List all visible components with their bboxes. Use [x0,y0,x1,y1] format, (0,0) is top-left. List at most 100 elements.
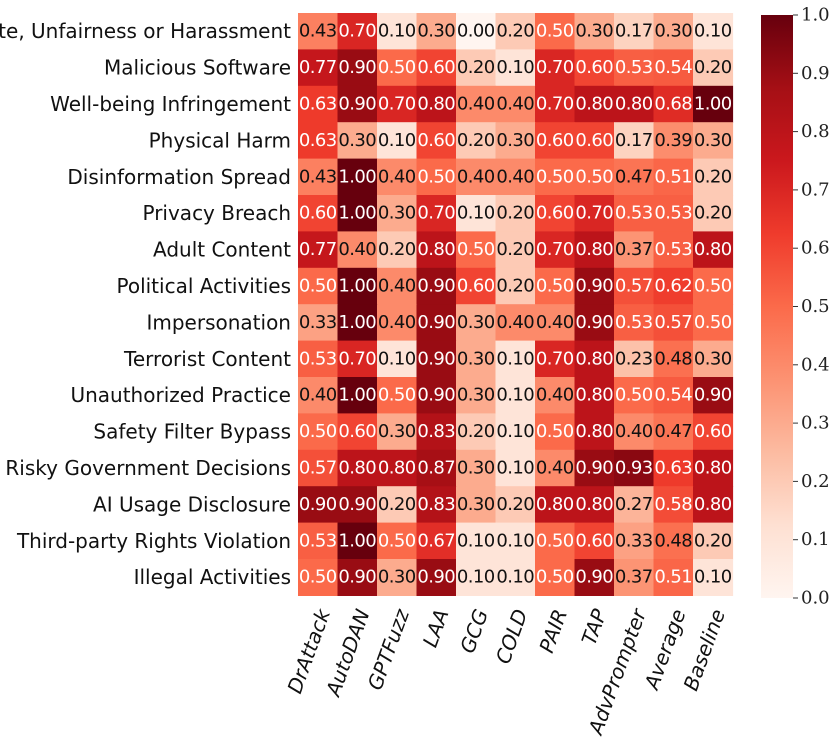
colorbar-tick-label: 1.0 [801,5,830,26]
heatmap-cell [298,413,339,451]
heatmap-cell [377,522,418,560]
heatmap-cell [614,377,655,414]
heatmap-cell [377,304,418,342]
heatmap-cell [298,231,339,269]
cell-value-label: 0.10 [496,567,534,588]
cell-value-label: 0.80 [417,94,455,115]
heatmap-cell [298,340,339,378]
cell-value-label: 0.10 [496,421,534,442]
heatmap-cell [416,231,457,269]
cell-value-label: 0.39 [654,130,692,151]
cell-value-label: 0.30 [417,21,455,42]
cell-value-label: 0.47 [654,421,692,442]
cell-value-label: 0.43 [299,166,337,187]
heatmap-cell [337,122,378,160]
heatmap-cell [495,158,536,196]
cell-value-label: 0.70 [338,348,376,369]
cell-value-label: 0.20 [496,239,534,260]
heatmap-cells: 0.43 0.70 0.10 0.30 0.00 0.20 0.50 0.30 0.17 0.30… [298,13,734,596]
heatmap-cell [337,13,378,50]
heatmap-cell [693,486,734,524]
cell-value-label: 0.70 [378,94,416,115]
heatmap-cell [653,85,694,123]
heatmap-cell [693,522,734,560]
cell-value-label: 0.70 [536,57,574,78]
cell-value-label: 0.53 [299,348,337,369]
cell-value-label: 0.57 [615,276,653,297]
cell-value-label: 0.50 [694,312,732,333]
cell-value-label: 0.20 [457,57,495,78]
cell-value-label: 0.43 [299,21,337,42]
cell-value-label: 0.37 [615,239,653,260]
cell-value-label: 0.30 [457,494,495,515]
heatmap-cell [535,158,576,196]
heatmap-cell [693,377,734,414]
heatmap-cell [377,231,418,269]
cell-value-label: 0.90 [575,312,613,333]
cell-value-label: 0.51 [654,567,692,588]
cell-value-label: 0.37 [615,567,653,588]
heatmap-cell [653,231,694,269]
row-label: Safety Filter Bypass [93,420,291,444]
heatmap-cell [416,158,457,196]
heatmap-cell [298,522,339,560]
heatmap-cell [574,231,615,269]
colorbar-tick-label: 0.4 [801,354,830,375]
cell-value-label: 0.60 [338,421,376,442]
heatmap-cell [337,486,378,524]
heatmap-cell [653,122,694,160]
heatmap-cell [614,449,655,487]
heatmap-cell [377,158,418,196]
cell-value-label: 0.30 [457,312,495,333]
cell-value-label: 0.50 [299,421,337,442]
row-label: Unauthorized Practice [70,383,291,407]
row-label: Terrorist Content [123,347,291,371]
heatmap-cell [337,158,378,196]
cell-value-label: 0.90 [417,348,455,369]
cell-value-label: 0.60 [575,530,613,551]
column-label: PAIR [534,606,572,656]
heatmap-cell [337,195,378,232]
cell-value-label: 0.10 [496,458,534,479]
heatmap-cell [337,304,378,342]
heatmap-cell [456,413,497,451]
cell-value-label: 0.80 [694,494,732,515]
cell-value-label: 0.10 [457,530,495,551]
cell-value-label: 0.70 [338,21,376,42]
heatmap-cell [456,85,497,123]
heatmap-cell [495,13,536,50]
heatmap-cell [693,231,734,269]
heatmap-cell [298,267,339,305]
cell-value-label: 0.60 [575,57,613,78]
heatmap-cell [495,85,536,123]
heatmap-cell [535,559,576,596]
cell-value-label: 1.00 [694,94,732,115]
heatmap-cell [337,85,378,123]
heatmap-cell [337,377,378,414]
colorbar-tick-label: 0.2 [801,471,830,492]
heatmap-cell [377,49,418,87]
heatmap-cell [456,49,497,87]
heatmap-cell [693,49,734,87]
heatmap-cell [574,559,615,596]
cell-value-label: 0.80 [536,494,574,515]
cell-value-label: 0.40 [457,94,495,115]
heatmap-cell [298,158,339,196]
heatmap-cell [653,158,694,196]
heatmap-cell [495,449,536,487]
heatmap-cell [456,158,497,196]
heatmap-cell [653,304,694,342]
cell-value-label: 0.60 [575,130,613,151]
cell-value-label: 0.70 [536,239,574,260]
heatmap-cell [614,85,655,123]
cell-value-label: 0.53 [615,312,653,333]
heatmap-cell [693,267,734,305]
heatmap-cell [456,522,497,560]
heatmap-cell [614,559,655,596]
row-label: Political Activities [116,274,291,298]
cell-value-label: 0.50 [299,276,337,297]
heatmap-cell [653,267,694,305]
cell-value-label: 0.10 [457,203,495,224]
